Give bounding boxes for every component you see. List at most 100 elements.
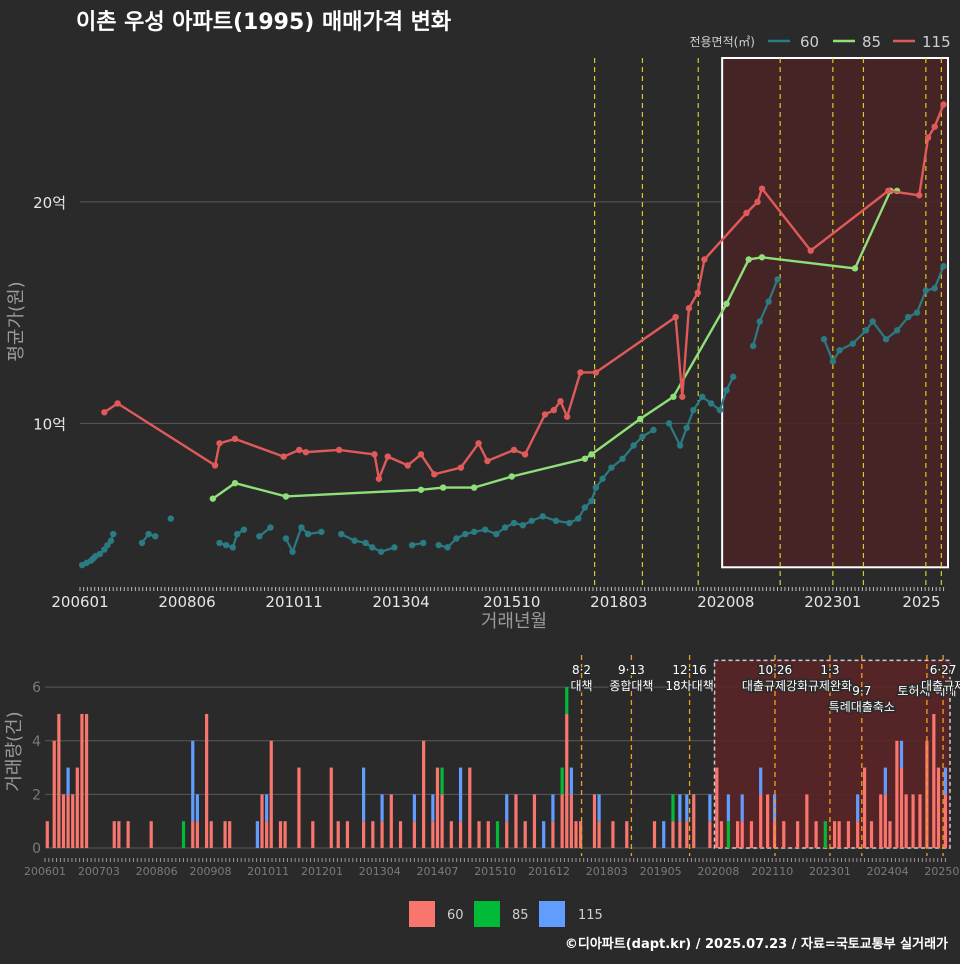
series-60-point xyxy=(723,386,730,394)
volume-y-tick-label: 6 xyxy=(32,680,41,696)
volume-legend-swatch-85 xyxy=(474,901,500,927)
volume-x-tick-label: 200806 xyxy=(136,865,178,878)
series-60-point xyxy=(650,426,657,434)
volume-bar-60 xyxy=(440,794,444,848)
series-85-point xyxy=(417,486,425,493)
volume-bar-60 xyxy=(265,821,269,848)
volume-bar-60 xyxy=(715,767,719,848)
volume-bar-60 xyxy=(814,821,818,848)
volume-x-tick-label: 201304 xyxy=(359,865,401,878)
volume-bar-60 xyxy=(592,794,597,848)
volume-bar-60 xyxy=(918,794,922,848)
series-60-point xyxy=(256,533,263,540)
volume-bar-60 xyxy=(297,767,301,848)
series-115-point xyxy=(940,101,947,108)
volume-bar-60 xyxy=(899,767,904,848)
series-60-point xyxy=(229,544,236,551)
volume-bar-60 xyxy=(75,767,79,848)
series-60-point xyxy=(599,475,606,482)
series-60-point xyxy=(581,504,589,511)
volume-bar-60 xyxy=(782,821,786,848)
series-115-point xyxy=(404,462,411,469)
volume-bar-60 xyxy=(911,794,915,848)
series-60-point xyxy=(234,530,241,538)
volume-bar-60 xyxy=(597,821,601,848)
series-60-point xyxy=(836,347,843,354)
volume-legend-swatch-115 xyxy=(539,901,565,927)
price-x-axis-label: 거래년월 xyxy=(481,611,547,632)
series-60-point xyxy=(298,524,305,531)
series-115-point xyxy=(101,409,108,416)
volume-bar-115 xyxy=(708,794,712,822)
volume-bar-115 xyxy=(740,794,744,822)
price-y-tick-label: 20억 xyxy=(33,194,66,212)
price-x-tick-label: 201011 xyxy=(265,593,322,611)
volume-x-tick-label: 202507 xyxy=(924,865,960,878)
series-85-point xyxy=(209,495,217,502)
series-115-point xyxy=(916,192,923,199)
series-60-point xyxy=(104,541,111,549)
volume-bar-60 xyxy=(652,821,657,848)
policy-name-label: 대출규제 xyxy=(921,679,960,693)
series-60-point xyxy=(716,406,724,414)
volume-bar-60 xyxy=(84,713,89,848)
volume-bar-60 xyxy=(209,821,213,848)
series-115-line xyxy=(103,104,945,484)
volume-bar-60 xyxy=(149,821,153,848)
volume-bar-115 xyxy=(856,794,860,822)
volume-bar-115 xyxy=(662,821,666,848)
series-60-line xyxy=(284,525,322,555)
series-60-point xyxy=(730,373,737,381)
series-115-point xyxy=(563,413,571,420)
volume-bar-60 xyxy=(431,821,435,848)
series-115-point xyxy=(931,123,938,130)
volume-bar-60 xyxy=(532,794,537,848)
volume-bar-60 xyxy=(112,821,116,848)
series-115-point xyxy=(375,475,383,482)
series-60-point xyxy=(435,541,442,549)
series-85-point xyxy=(588,451,595,458)
series-85-point xyxy=(470,484,478,491)
policy-name-label: 대책 xyxy=(570,678,592,693)
series-60-point xyxy=(608,464,615,471)
series-115-point xyxy=(701,256,708,263)
series-60-point xyxy=(528,517,535,524)
volume-legend-label-85: 85 xyxy=(512,908,529,923)
volume-bar-60 xyxy=(345,821,350,848)
series-115-point xyxy=(743,209,750,217)
volume-bar-60 xyxy=(380,821,384,848)
series-60-point xyxy=(101,546,108,553)
volume-x-tick-label: 201011 xyxy=(247,865,289,878)
series-60-point xyxy=(318,528,325,536)
price-x-tick-label: 202301 xyxy=(804,593,861,611)
series-60-point xyxy=(453,535,460,542)
volume-bar-60 xyxy=(278,821,283,848)
series-60-point xyxy=(444,544,451,551)
legend-label-115: 115 xyxy=(922,33,951,51)
volume-bar-60 xyxy=(805,794,809,848)
volume-bar-60 xyxy=(57,713,61,848)
policy-name-label: 18차대책 xyxy=(665,678,713,693)
series-60-point xyxy=(167,515,174,522)
series-60-point xyxy=(145,530,152,538)
series-60-point xyxy=(765,298,772,305)
volume-x-tick-label: 201803 xyxy=(586,865,628,878)
volume-bar-60 xyxy=(685,821,689,848)
series-115-point xyxy=(302,448,310,456)
series-60-point xyxy=(482,526,489,533)
volume-x-tick-label: 202110 xyxy=(751,865,793,878)
series-60-line xyxy=(752,278,779,347)
series-115-point xyxy=(475,440,482,447)
volume-bar-85 xyxy=(671,794,675,822)
volume-bar-85 xyxy=(440,767,444,795)
volume-bar-85 xyxy=(823,821,827,848)
volume-bar-115 xyxy=(759,767,763,795)
volume-bar-60 xyxy=(361,821,366,848)
series-85-point xyxy=(282,493,290,500)
policy-name-label: 종합대책 xyxy=(609,678,653,693)
volume-bar-60 xyxy=(449,821,453,848)
series-60-point xyxy=(849,340,856,347)
series-115-point xyxy=(758,185,766,192)
series-60-point xyxy=(369,544,376,551)
